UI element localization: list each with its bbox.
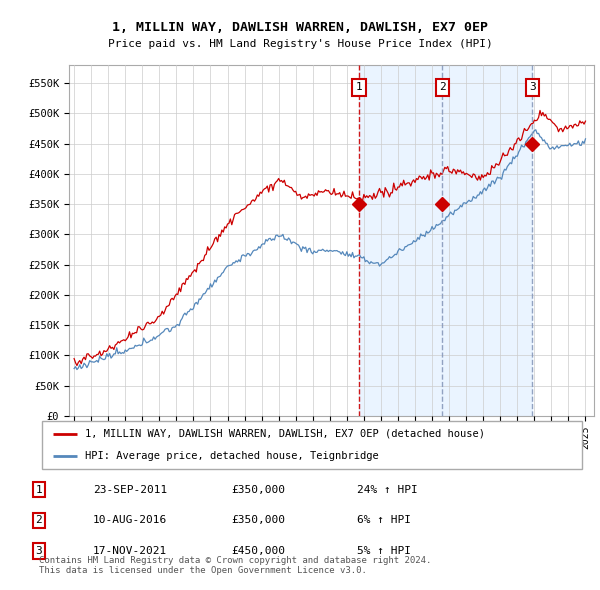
Text: HPI: Average price, detached house, Teignbridge: HPI: Average price, detached house, Teig… bbox=[85, 451, 379, 461]
Text: 5% ↑ HPI: 5% ↑ HPI bbox=[357, 546, 411, 556]
Text: Price paid vs. HM Land Registry's House Price Index (HPI): Price paid vs. HM Land Registry's House … bbox=[107, 39, 493, 49]
Text: 3: 3 bbox=[35, 546, 43, 556]
Text: 6% ↑ HPI: 6% ↑ HPI bbox=[357, 516, 411, 525]
Text: £350,000: £350,000 bbox=[231, 516, 285, 525]
Text: 1, MILLIN WAY, DAWLISH WARREN, DAWLISH, EX7 0EP: 1, MILLIN WAY, DAWLISH WARREN, DAWLISH, … bbox=[112, 21, 488, 34]
Text: 10-AUG-2016: 10-AUG-2016 bbox=[93, 516, 167, 525]
Text: 17-NOV-2021: 17-NOV-2021 bbox=[93, 546, 167, 556]
Text: 24% ↑ HPI: 24% ↑ HPI bbox=[357, 485, 418, 494]
Text: 2: 2 bbox=[35, 516, 43, 525]
Text: 1: 1 bbox=[356, 82, 362, 92]
Text: £450,000: £450,000 bbox=[231, 546, 285, 556]
Text: 2: 2 bbox=[439, 82, 446, 92]
Text: 1: 1 bbox=[35, 485, 43, 494]
Text: 3: 3 bbox=[529, 82, 536, 92]
Text: Contains HM Land Registry data © Crown copyright and database right 2024.
This d: Contains HM Land Registry data © Crown c… bbox=[39, 556, 431, 575]
Bar bbox=[359, 65, 532, 416]
Text: 1, MILLIN WAY, DAWLISH WARREN, DAWLISH, EX7 0EP (detached house): 1, MILLIN WAY, DAWLISH WARREN, DAWLISH, … bbox=[85, 429, 485, 439]
Text: 23-SEP-2011: 23-SEP-2011 bbox=[93, 485, 167, 494]
Text: £350,000: £350,000 bbox=[231, 485, 285, 494]
